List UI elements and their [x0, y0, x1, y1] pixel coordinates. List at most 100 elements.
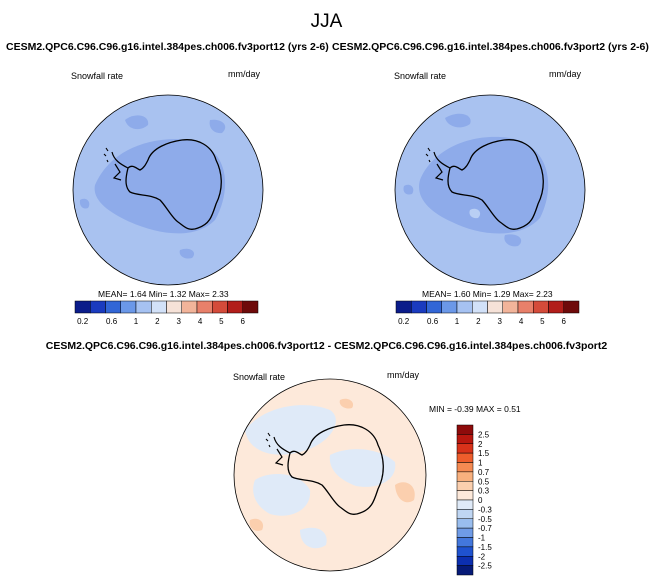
panel3-colorbar-swatch: [456, 537, 474, 548]
panel1-title: CESM2.QPC6.C96.C96.g16.intel.384pes.ch00…: [6, 41, 329, 53]
panel3-colorbar-tick-label: -1.5: [478, 543, 492, 552]
panel1-units-label: mm/day: [228, 69, 261, 79]
panel3-blob-neg-4: [300, 527, 327, 549]
panel3-colorbar-tick-label: 0.5: [478, 477, 490, 486]
panel3-colorbar-swatch: [456, 509, 474, 519]
panel1-colorbar-swatch: [166, 300, 182, 314]
panel3-colorbar-tick-label: -0.7: [478, 524, 492, 533]
panel2-colorbar-tick-label: 2: [476, 317, 481, 326]
panel2-colorbar-tick-label: 0.2: [398, 317, 410, 326]
panel3-colorbar-swatch: [456, 424, 474, 435]
panel3-blob-neg-2: [253, 474, 311, 516]
panel3-antarctic-peninsula: [273, 436, 291, 466]
panel3-colorbar-tick-label: 2.5: [478, 430, 490, 439]
panel3-colorbar-tick-label: 0.3: [478, 487, 490, 496]
panel2-blob-light: [469, 208, 481, 219]
panel2-colorbar-swatch: [487, 300, 503, 314]
panel2-field-blobs: [403, 113, 549, 247]
panel2-map-border: [394, 94, 586, 286]
panel2-colorbar-tick-label: 0.6: [427, 317, 439, 326]
panel1-colorbar-tick-label: 3: [176, 317, 181, 326]
panel1-colorbar-swatch: [242, 300, 259, 314]
panel1-colorbar-swatch: [196, 300, 213, 314]
panel2-colorbar-swatch: [472, 300, 488, 314]
panel1-field-blobs: [79, 115, 226, 259]
panel2-colorbar-swatch: [426, 300, 442, 314]
panel2-stats: MEAN= 1.60 Min= 1.29 Max= 2.23: [422, 289, 553, 299]
panel3-colorbar-swatch: [456, 443, 474, 454]
panel3-colorbar-swatch: [456, 556, 474, 566]
panel1-colorbar-swatch: [151, 300, 167, 314]
panel3-colorbar-swatch: [456, 565, 474, 576]
panel1-colorbar-tick-label: 1: [134, 317, 139, 326]
panel3-colorbar-tick-label: 0: [478, 496, 483, 505]
panel3-colorbar-tick-label: -0.5: [478, 515, 492, 524]
panel2-map: [394, 94, 586, 286]
panel3-colorbar-tick-label: -0.3: [478, 505, 492, 514]
panel3-antarctica-coastline: [287, 424, 384, 515]
panel3-colorbar-tick-label: -2.5: [478, 562, 492, 571]
panel1-colorbar-tick-label: 2: [155, 317, 160, 326]
panel2-colorbar-tick-label: 4: [519, 317, 524, 326]
panel3-colorbar-swatch: [456, 546, 474, 557]
panel2-colorbar-swatch: [517, 300, 534, 314]
panel2-colorbar-swatch: [395, 300, 412, 314]
panel2-colorbar-tick-label: 1: [455, 317, 460, 326]
panel1-colorbar-tick-label: 0.2: [77, 317, 89, 326]
panel3-islands: [265, 432, 271, 448]
panel1-colorbar-swatch: [74, 300, 91, 314]
panel1-colorbar-tick-label: 4: [198, 317, 203, 326]
panel1-colorbar-tick-label: 0.6: [106, 317, 118, 326]
panel1-islands: [103, 147, 109, 163]
panel3-colorbar-tick-label: -2: [478, 552, 486, 561]
panel1-blob-ne: [209, 119, 226, 134]
panel1-colorbar-swatch: [181, 300, 198, 314]
figure-season-title: JJA: [310, 11, 343, 32]
panel3-colorbar-tick-label: 1: [478, 459, 483, 468]
panel2-colorbar-swatch: [548, 300, 564, 314]
panel2-units-label: mm/day: [549, 69, 582, 79]
panel3-map: [233, 378, 427, 572]
panel1-map: [72, 94, 264, 286]
panel1-stats: MEAN= 1.64 Min= 1.32 Max= 2.33: [98, 289, 229, 299]
panel2-colorbar-swatch: [411, 300, 427, 314]
panel2-blob-interior: [419, 136, 549, 234]
panel1-colorbar-tick-label: 5: [219, 317, 224, 326]
panel3-stats: MIN = -0.39 MAX = 0.51: [429, 404, 521, 414]
panel2-blob-north: [445, 113, 471, 128]
panel1-variable-label: Snowfall rate: [71, 71, 124, 81]
panel3-map-border: [233, 378, 427, 572]
panel2-colorbar-tick-label: 3: [497, 317, 502, 326]
panel2-colorbar-swatch: [533, 300, 549, 314]
panel2-blob-west: [403, 184, 414, 195]
panel1-colorbar-tick-label: 6: [241, 317, 246, 326]
panel3-colorbar-swatch: [456, 471, 474, 482]
panel3-colorbar-swatch: [456, 462, 474, 473]
panel2-colorbar-tick-label: 5: [540, 317, 545, 326]
panel2-colorbar-swatch: [502, 300, 519, 314]
panel3-colorbar-tick-label: -1: [478, 534, 486, 543]
panel3-colorbar: 2.521.510.70.50.30-0.3-0.5-0.7-1-1.5-2-2…: [456, 424, 492, 576]
panel1-colorbar-swatch: [120, 300, 137, 314]
panel3-base-field: [234, 379, 426, 571]
panel2-antarctica-coastline: [447, 139, 544, 230]
panel1-colorbar-swatch: [90, 300, 106, 314]
panel1-map-border: [72, 94, 264, 286]
panel2-islands: [425, 147, 431, 163]
panel3-colorbar-swatch: [456, 527, 474, 538]
panel3-field-blobs: [245, 398, 415, 549]
panel1-colorbar-swatch: [212, 300, 228, 314]
panel2-colorbar-swatch: [563, 300, 580, 314]
panel3-title: CESM2.QPC6.C96.C96.g16.intel.384pes.ch00…: [45, 340, 608, 352]
panel1-antarctica-coastline: [125, 139, 222, 230]
panel3-blob-neg-3: [329, 449, 396, 487]
panel3-blob-neg-1: [245, 405, 336, 455]
panel2-colorbar-tick-label: 6: [562, 317, 567, 326]
panel3-colorbar-swatch: [456, 452, 474, 463]
panel3-variable-label: Snowfall rate: [233, 372, 286, 382]
panel3-blob-pos-1: [395, 482, 415, 503]
panel3-colorbar-tick-label: 2: [478, 440, 483, 449]
panel3-colorbar-swatch: [456, 481, 474, 491]
panel2-antarctic-peninsula: [433, 151, 451, 181]
